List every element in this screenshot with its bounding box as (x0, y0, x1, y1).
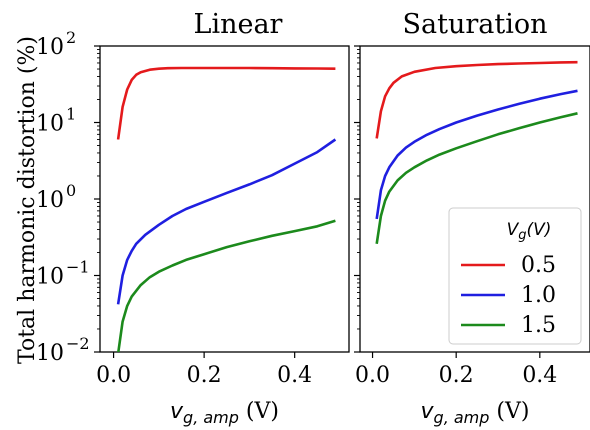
legend-label-1.0: 1.0 (521, 283, 556, 308)
plot-frame (99, 45, 350, 353)
series-line-1.5 (117, 219, 336, 352)
x-tick-label: 0.0 (355, 363, 390, 388)
x-axis-label: vg, amp (V) (170, 399, 279, 427)
x-tick-label: 0.0 (96, 363, 131, 388)
y-tick-label: 10 (36, 188, 64, 213)
series-line-0.5 (116, 66, 336, 140)
panel-title-linear: Linear (194, 9, 283, 40)
y-tick-label: 10 (36, 112, 64, 137)
legend-label-0.5: 0.5 (521, 253, 556, 278)
y-tick-exponent: 0 (66, 181, 76, 200)
y-axis-label: Total harmonic distortion (%) (15, 36, 40, 364)
series-line-1.0 (116, 138, 337, 305)
x-tick-label: 0.4 (522, 363, 557, 388)
y-tick-label: 10 (36, 341, 64, 366)
y-tick-exponent: 2 (66, 28, 76, 47)
legend-box (448, 207, 582, 345)
panel-1: 0.0 0.2 0.4 vg, amp (V) Vg(V) 0.5 1.0 1.5 (354, 45, 590, 427)
y-tick-label: 10 (36, 35, 64, 60)
legend-label-1.5: 1.5 (521, 313, 556, 338)
y-tick-exponent: −1 (66, 258, 90, 277)
panel-title-saturation: Saturation (403, 9, 548, 40)
x-tick-label: 0.2 (439, 363, 474, 388)
series-line-1.0 (375, 89, 578, 220)
legend: Vg(V) 0.5 1.0 1.5 (448, 207, 582, 345)
series-line-1.5 (375, 112, 578, 244)
y-tick-exponent: 1 (66, 105, 76, 124)
y-tick-label: 10 (36, 265, 64, 290)
x-tick-label: 0.2 (187, 363, 222, 388)
legend-title: Vg(V) (507, 220, 552, 243)
x-tick-label: 0.4 (277, 363, 312, 388)
y-tick-exponent: −2 (66, 334, 90, 353)
x-axis-label: vg, amp (V) (421, 399, 530, 427)
series-line-0.5 (375, 60, 578, 139)
